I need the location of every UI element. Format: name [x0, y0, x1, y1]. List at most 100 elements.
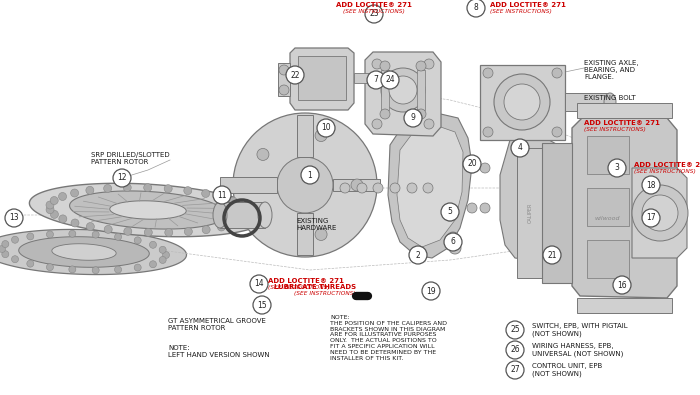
- Polygon shape: [297, 213, 313, 255]
- Polygon shape: [19, 237, 149, 267]
- Circle shape: [467, 163, 477, 173]
- Polygon shape: [69, 191, 226, 229]
- Circle shape: [184, 186, 192, 195]
- Circle shape: [423, 183, 433, 193]
- Text: CONTROL UNIT, EPB
(NOT SHOWN): CONTROL UNIT, EPB (NOT SHOWN): [532, 363, 602, 377]
- Text: 12: 12: [118, 173, 127, 182]
- Circle shape: [642, 195, 678, 231]
- Text: (SEE INSTRUCTIONS): (SEE INSTRUCTIONS): [268, 285, 330, 290]
- Circle shape: [365, 5, 383, 23]
- Circle shape: [113, 169, 131, 187]
- Circle shape: [5, 209, 23, 227]
- Text: EXISTING
HARDWARE: EXISTING HARDWARE: [296, 218, 337, 231]
- Circle shape: [422, 282, 440, 300]
- Text: 4: 4: [517, 143, 522, 152]
- Circle shape: [2, 241, 9, 248]
- Text: wilwood: wilwood: [594, 216, 620, 220]
- Text: 1: 1: [307, 171, 312, 179]
- Circle shape: [123, 184, 131, 192]
- Text: 13: 13: [9, 214, 19, 222]
- Polygon shape: [565, 93, 610, 111]
- Text: 24: 24: [385, 75, 395, 85]
- Text: 2: 2: [416, 250, 421, 260]
- Circle shape: [424, 119, 434, 129]
- Ellipse shape: [258, 202, 272, 228]
- Circle shape: [552, 127, 562, 137]
- Polygon shape: [29, 183, 267, 237]
- Circle shape: [202, 226, 210, 234]
- Circle shape: [86, 186, 94, 194]
- Text: ADD LOCTITE® 271: ADD LOCTITE® 271: [584, 120, 660, 126]
- Polygon shape: [220, 177, 277, 193]
- Circle shape: [134, 264, 141, 271]
- Circle shape: [416, 109, 426, 119]
- Circle shape: [404, 109, 422, 127]
- Circle shape: [184, 228, 192, 235]
- Text: 23: 23: [369, 9, 379, 19]
- Text: 8: 8: [474, 4, 478, 13]
- Circle shape: [608, 159, 626, 177]
- Circle shape: [202, 190, 210, 198]
- Circle shape: [467, 0, 485, 17]
- Polygon shape: [290, 48, 354, 110]
- Text: 26: 26: [510, 346, 520, 354]
- Circle shape: [150, 241, 157, 248]
- Circle shape: [279, 85, 289, 95]
- Polygon shape: [572, 118, 677, 298]
- Circle shape: [389, 76, 417, 104]
- Circle shape: [92, 231, 99, 238]
- Polygon shape: [577, 298, 672, 313]
- Circle shape: [250, 275, 268, 293]
- Text: SRP DRILLED/SLOTTED
PATTERN ROTOR: SRP DRILLED/SLOTTED PATTERN ROTOR: [91, 152, 169, 165]
- Circle shape: [613, 276, 631, 294]
- Text: EXISTING AXLE,
BEARING, AND
FLANGE.: EXISTING AXLE, BEARING, AND FLANGE.: [584, 60, 638, 80]
- Circle shape: [242, 206, 250, 214]
- Text: 18: 18: [646, 181, 656, 190]
- Circle shape: [69, 230, 76, 237]
- Circle shape: [2, 251, 9, 258]
- Bar: [480, 65, 565, 140]
- Bar: [587, 240, 629, 278]
- Text: 20: 20: [467, 160, 477, 169]
- Circle shape: [463, 155, 481, 173]
- Text: 21: 21: [547, 250, 556, 260]
- Bar: [587, 188, 629, 226]
- Polygon shape: [397, 125, 463, 247]
- Text: 19: 19: [426, 286, 436, 295]
- Polygon shape: [632, 168, 687, 258]
- Circle shape: [480, 163, 490, 173]
- Text: LUBRICATE THREADS: LUBRICATE THREADS: [274, 284, 356, 290]
- Circle shape: [144, 184, 152, 192]
- Circle shape: [134, 237, 141, 244]
- Circle shape: [46, 263, 53, 271]
- Text: 22: 22: [290, 70, 300, 79]
- Circle shape: [229, 197, 237, 205]
- Polygon shape: [297, 115, 313, 157]
- Circle shape: [372, 119, 382, 129]
- Circle shape: [372, 59, 382, 69]
- Circle shape: [230, 220, 237, 228]
- Text: 25: 25: [510, 325, 520, 335]
- Circle shape: [642, 176, 660, 194]
- Circle shape: [380, 61, 390, 71]
- Text: (SEE INSTRUCTIONS): (SEE INSTRUCTIONS): [343, 9, 405, 14]
- Circle shape: [511, 139, 529, 157]
- Circle shape: [390, 183, 400, 193]
- Circle shape: [340, 183, 350, 193]
- Text: ADD LOCTITE® 271: ADD LOCTITE® 271: [268, 278, 344, 284]
- Polygon shape: [354, 73, 372, 83]
- Circle shape: [233, 113, 377, 257]
- Circle shape: [213, 186, 231, 204]
- Circle shape: [115, 266, 122, 273]
- Circle shape: [86, 222, 94, 231]
- Bar: [298, 56, 346, 100]
- Circle shape: [71, 189, 78, 197]
- Circle shape: [357, 183, 367, 193]
- Circle shape: [381, 71, 399, 89]
- Circle shape: [444, 209, 456, 221]
- Circle shape: [59, 215, 66, 223]
- Circle shape: [543, 246, 561, 264]
- Circle shape: [552, 68, 562, 78]
- Circle shape: [317, 119, 335, 137]
- Circle shape: [315, 228, 327, 241]
